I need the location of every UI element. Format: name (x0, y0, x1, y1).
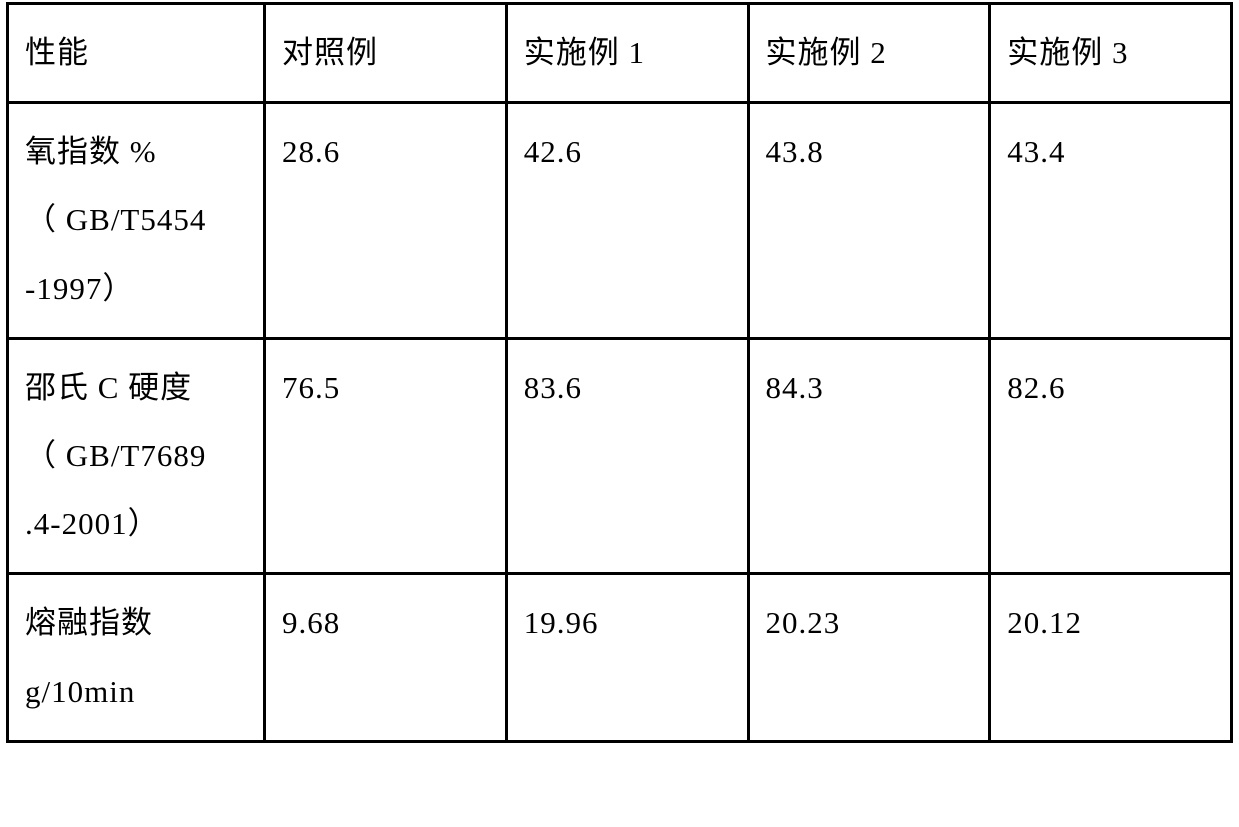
row0-ex1-cell: 42.6 (506, 103, 748, 339)
row1-label-cell: 邵氏 C 硬度 （ GB/T7689 .4-2001） (8, 338, 265, 574)
row1-ex2-value: 84.3 (766, 354, 973, 422)
table-row: 熔融指数 g/10min 9.68 19.96 20.23 20.12 (8, 574, 1232, 741)
row2-ex1-cell: 19.96 (506, 574, 748, 741)
row0-label-line1: （ GB/T5454 (25, 186, 247, 254)
data-table: 性能 对照例 实施例 1 实施例 2 实施例 3 氧指数 % （ GB/T545… (6, 2, 1233, 743)
row0-ex1-value: 42.6 (524, 118, 731, 186)
row2-control-value: 9.68 (282, 589, 489, 657)
row2-ex2-cell: 20.23 (748, 574, 990, 741)
row2-label-line0: 熔融指数 (25, 589, 247, 657)
row0-control-value: 28.6 (282, 118, 489, 186)
header-example2-text: 实施例 2 (766, 19, 973, 87)
row2-label-cell: 熔融指数 g/10min (8, 574, 265, 741)
row0-control-cell: 28.6 (265, 103, 507, 339)
row2-label-line1: g/10min (25, 658, 247, 726)
row0-ex2-cell: 43.8 (748, 103, 990, 339)
header-example1: 实施例 1 (506, 4, 748, 103)
row0-label-line0: 氧指数 % (25, 118, 247, 186)
row0-ex3-cell: 43.4 (990, 103, 1232, 339)
header-example2: 实施例 2 (748, 4, 990, 103)
table-row: 邵氏 C 硬度 （ GB/T7689 .4-2001） 76.5 83.6 84… (8, 338, 1232, 574)
row2-ex3-cell: 20.12 (990, 574, 1232, 741)
row1-control-value: 76.5 (282, 354, 489, 422)
row1-ex1-value: 83.6 (524, 354, 731, 422)
row2-control-cell: 9.68 (265, 574, 507, 741)
row2-ex1-value: 19.96 (524, 589, 731, 657)
header-example3-text: 实施例 3 (1007, 19, 1214, 87)
row0-ex3-value: 43.4 (1007, 118, 1214, 186)
row1-ex1-cell: 83.6 (506, 338, 748, 574)
table-row: 氧指数 % （ GB/T5454 -1997） 28.6 42.6 43.8 4… (8, 103, 1232, 339)
header-example3: 实施例 3 (990, 4, 1232, 103)
row1-ex2-cell: 84.3 (748, 338, 990, 574)
row1-ex3-cell: 82.6 (990, 338, 1232, 574)
row0-ex2-value: 43.8 (766, 118, 973, 186)
row0-label-cell: 氧指数 % （ GB/T5454 -1997） (8, 103, 265, 339)
header-property-text: 性能 (25, 19, 247, 87)
row1-label-line2: .4-2001） (25, 490, 247, 558)
row1-label-line1: （ GB/T7689 (25, 422, 247, 490)
header-control: 对照例 (265, 4, 507, 103)
row0-label-line2: -1997） (25, 255, 247, 323)
row1-label-line0: 邵氏 C 硬度 (25, 354, 247, 422)
header-property: 性能 (8, 4, 265, 103)
row2-ex3-value: 20.12 (1007, 589, 1214, 657)
header-example1-text: 实施例 1 (524, 19, 731, 87)
row2-ex2-value: 20.23 (766, 589, 973, 657)
header-control-text: 对照例 (282, 19, 489, 87)
table-header-row: 性能 对照例 实施例 1 实施例 2 实施例 3 (8, 4, 1232, 103)
row1-ex3-value: 82.6 (1007, 354, 1214, 422)
row1-control-cell: 76.5 (265, 338, 507, 574)
